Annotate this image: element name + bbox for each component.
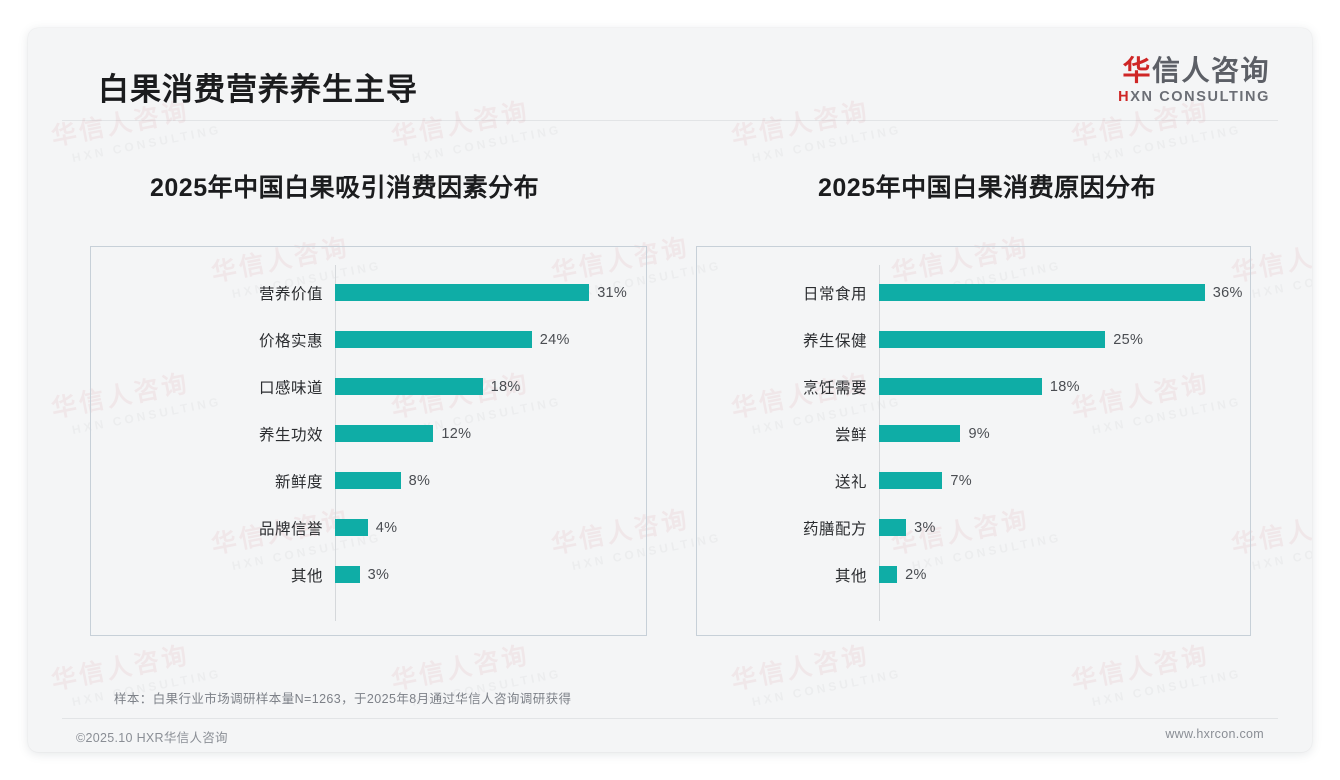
bar-row: 日常食用 36% <box>697 269 1250 316</box>
footer-divider <box>62 718 1278 719</box>
header-divider <box>62 120 1278 121</box>
bar-track: 3% <box>335 566 646 583</box>
bar-category-label: 日常食用 <box>802 285 867 303</box>
bar-row: 其他 3% <box>91 551 646 598</box>
bar-row: 烹饪需要 18% <box>697 363 1250 410</box>
bar-value-label: 3% <box>367 566 390 583</box>
chart-title-right: 2025年中国白果消费原因分布 <box>818 174 1157 202</box>
chart-panel-right: 日常食用 36% 养生保健 25% 烹饪需要 18% 尝鲜 9% 送礼 7% 药膳配方 3% 其他 2% <box>696 246 1251 636</box>
bar-category-label: 其他 <box>290 567 323 585</box>
bar-value-label: 36% <box>1212 284 1243 301</box>
bar-track: 31% <box>335 284 646 301</box>
bar-fill <box>879 284 1205 301</box>
bar-fill <box>879 378 1042 395</box>
bar-value-label: 25% <box>1113 331 1144 348</box>
bar-chart-right: 日常食用 36% 养生保健 25% 烹饪需要 18% 尝鲜 9% 送礼 7% 药膳配方 3% 其他 2% <box>697 247 1250 635</box>
bar-track: 9% <box>879 425 1250 442</box>
bar-value-label: 18% <box>1049 378 1080 395</box>
chart-axis-line <box>335 265 336 621</box>
bar-track: 12% <box>335 425 646 442</box>
logo-accent-char: 华 <box>1122 55 1152 86</box>
bar-category-label: 价格实惠 <box>258 332 323 350</box>
copyright-text: ©2025.10 HXR华信人咨询 <box>76 731 228 745</box>
bar-fill <box>879 331 1106 348</box>
bar-track: 3% <box>879 519 1250 536</box>
watermark-text: 华信人咨询 HXN CONSULTING <box>1069 641 1243 710</box>
bar-fill <box>335 331 532 348</box>
page-title: 白果消费营养养生主导 <box>98 72 418 107</box>
bar-fill <box>879 425 961 442</box>
bar-category-label: 药膳配方 <box>802 520 867 538</box>
bar-value-label: 7% <box>950 472 972 489</box>
logo-rest-chars: 信人咨询 <box>1151 55 1270 86</box>
bar-value-label: 24% <box>539 331 570 348</box>
bar-value-label: 9% <box>968 425 990 442</box>
website-link[interactable]: www.hxrcon.com <box>1165 727 1264 741</box>
bar-value-label: 3% <box>914 519 936 536</box>
slide-footer: ©2025.10 HXR华信人咨询 www.hxrcon.com <box>28 718 1312 752</box>
bar-value-label: 18% <box>490 378 521 395</box>
chart-axis-line <box>879 265 880 621</box>
bar-row: 品牌信誉 4% <box>91 504 646 551</box>
bar-value-label: 2% <box>905 566 927 583</box>
bar-row: 养生保健 25% <box>697 316 1250 363</box>
bar-value-label: 12% <box>441 425 472 442</box>
slide-header: 白果消费营养养生主导 华信人咨询 HXN CONSULTING <box>28 28 1312 120</box>
bar-track: 18% <box>879 378 1250 395</box>
bar-fill <box>335 566 360 583</box>
company-logo: 华信人咨询 HXN CONSULTING <box>1118 55 1270 105</box>
bar-fill <box>335 472 401 489</box>
logo-english-text: HXN CONSULTING <box>1118 89 1270 105</box>
bar-category-label: 养生功效 <box>258 426 323 444</box>
bar-row: 药膳配方 3% <box>697 504 1250 551</box>
bar-row: 新鲜度 8% <box>91 457 646 504</box>
bar-category-label: 尝鲜 <box>834 426 867 444</box>
bar-category-label: 口感味道 <box>258 379 323 397</box>
bar-row: 养生功效 12% <box>91 410 646 457</box>
slide-canvas: 华信人咨询 HXN CONSULTING 华信人咨询 HXN CONSULTING 华信… <box>28 28 1312 752</box>
bar-fill <box>335 378 483 395</box>
bar-category-label: 品牌信誉 <box>258 520 323 538</box>
bar-category-label: 其他 <box>834 567 867 585</box>
bar-fill <box>879 519 907 536</box>
bar-track: 8% <box>335 472 646 489</box>
bar-row: 营养价值 31% <box>91 269 646 316</box>
bar-row: 口感味道 18% <box>91 363 646 410</box>
bar-track: 18% <box>335 378 646 395</box>
bar-value-label: 8% <box>408 472 431 489</box>
logo-chinese-text: 华信人咨询 <box>1118 55 1270 87</box>
bar-category-label: 烹饪需要 <box>802 379 867 397</box>
bar-track: 25% <box>879 331 1250 348</box>
bar-track: 36% <box>879 284 1250 301</box>
logo-en-accent-char: H <box>1118 88 1131 105</box>
bar-chart-left: 营养价值 31% 价格实惠 24% 口感味道 18% 养生功效 12% 新鲜度 8% 品牌信誉 4% 其… <box>91 247 646 635</box>
bar-fill <box>335 284 590 301</box>
bar-track: 4% <box>335 519 646 536</box>
bar-fill <box>879 566 898 583</box>
bar-track: 24% <box>335 331 646 348</box>
bar-category-label: 营养价值 <box>258 285 323 303</box>
chart-title-left: 2025年中国白果吸引消费因素分布 <box>150 174 540 202</box>
bar-row: 尝鲜 9% <box>697 410 1250 457</box>
bar-category-label: 送礼 <box>834 473 867 491</box>
bar-row: 送礼 7% <box>697 457 1250 504</box>
source-footnote: 样本：白果行业市场调研样本量N=1263，于2025年8月通过华信人咨询调研获得 <box>114 692 572 706</box>
chart-panel-left: 营养价值 31% 价格实惠 24% 口感味道 18% 养生功效 12% 新鲜度 8% 品牌信誉 4% 其… <box>90 246 647 636</box>
bar-value-label: 4% <box>375 519 398 536</box>
bar-fill <box>335 519 368 536</box>
logo-en-rest-chars: XN CONSULTING <box>1130 88 1270 105</box>
bar-value-label: 31% <box>597 284 628 301</box>
bar-row: 价格实惠 24% <box>91 316 646 363</box>
bar-category-label: 新鲜度 <box>274 473 323 491</box>
bar-category-label: 养生保健 <box>802 332 867 350</box>
watermark-text: 华信人咨询 HXN CONSULTING <box>729 641 903 710</box>
bar-row: 其他 2% <box>697 551 1250 598</box>
bar-track: 7% <box>879 472 1250 489</box>
bar-track: 2% <box>879 566 1250 583</box>
bar-fill <box>879 472 943 489</box>
bar-fill <box>335 425 434 442</box>
